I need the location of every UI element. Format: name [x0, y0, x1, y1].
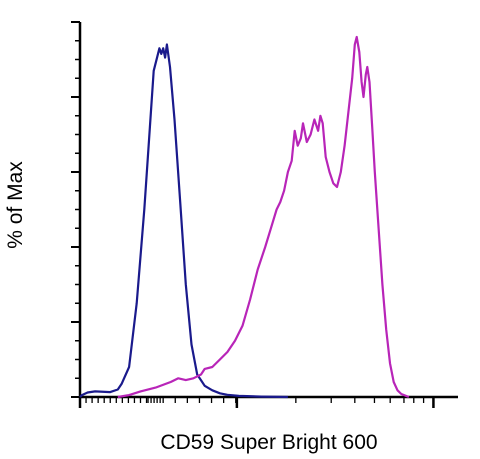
x-axis-label: CD59 Super Bright 600 — [160, 431, 377, 454]
y-axis-label: % of Max — [4, 161, 27, 249]
histogram-series-line — [117, 35, 410, 399]
histogram-series-line — [79, 43, 288, 399]
series-layer — [79, 35, 410, 399]
x-axis — [78, 395, 458, 408]
y-axis — [71, 21, 82, 398]
